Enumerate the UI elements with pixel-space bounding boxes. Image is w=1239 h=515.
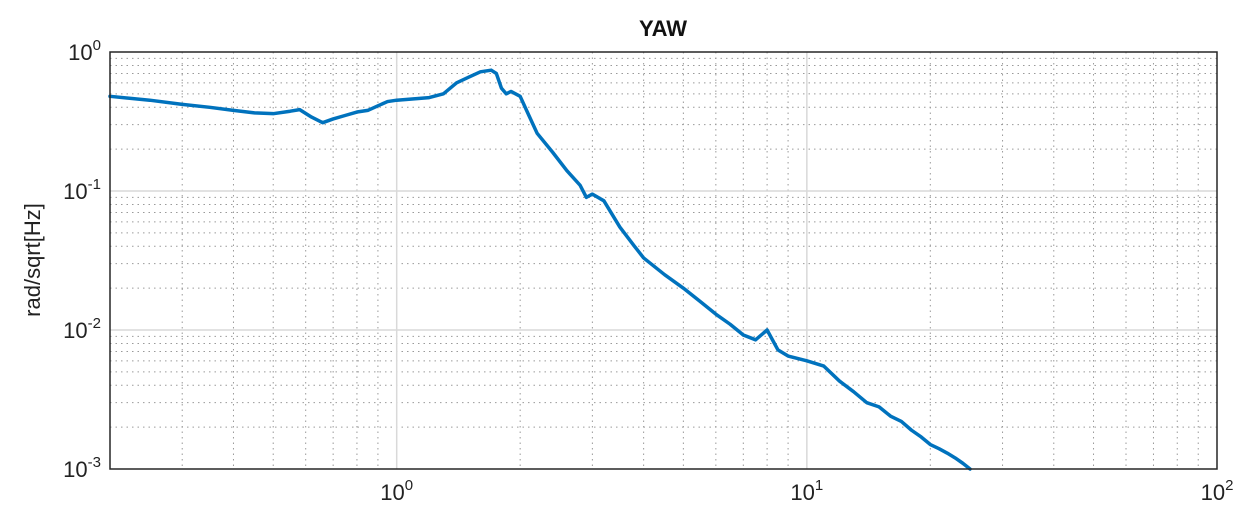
minor-grid: [110, 52, 1217, 469]
x-tick-label: 100: [380, 477, 413, 505]
y-tick-label: 10-3: [63, 454, 101, 482]
x-tick-labels: 100 101 102: [380, 477, 1233, 505]
major-grid: [110, 52, 1217, 469]
y-tick-labels: 10-3 10-2 10-1 100: [63, 37, 101, 482]
y-axis-label: rad/sqrt[Hz]: [20, 203, 45, 317]
series-layer: [108, 68, 972, 471]
y-tick-label: 10-1: [63, 176, 101, 204]
series-line-0: [108, 68, 972, 471]
plot-area-background: [110, 52, 1217, 469]
x-tick-label: 102: [1201, 477, 1234, 505]
chart-title: YAW: [639, 16, 687, 41]
y-tick-label: 100: [68, 37, 101, 65]
y-tick-label: 10-2: [63, 315, 101, 343]
x-tick-label: 101: [790, 477, 823, 505]
plot-frame: [109, 51, 1218, 470]
